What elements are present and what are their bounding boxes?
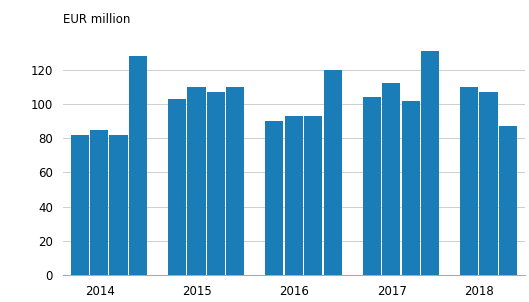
Bar: [402, 101, 419, 275]
Bar: [110, 135, 127, 275]
Bar: [421, 51, 439, 275]
Bar: [265, 121, 284, 275]
Bar: [70, 135, 89, 275]
Bar: [285, 116, 303, 275]
Bar: [324, 70, 342, 275]
Bar: [168, 99, 186, 275]
Bar: [187, 87, 205, 275]
Bar: [226, 87, 244, 275]
Bar: [362, 97, 381, 275]
Bar: [499, 126, 517, 275]
Bar: [460, 87, 478, 275]
Bar: [90, 130, 108, 275]
Bar: [382, 83, 400, 275]
Text: EUR million: EUR million: [63, 13, 130, 26]
Bar: [479, 92, 498, 275]
Bar: [129, 56, 147, 275]
Bar: [207, 92, 225, 275]
Bar: [304, 116, 322, 275]
